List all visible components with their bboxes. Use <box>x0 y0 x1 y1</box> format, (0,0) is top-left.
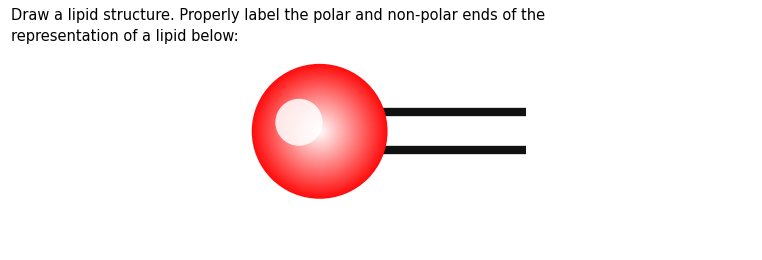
Ellipse shape <box>271 83 368 180</box>
Ellipse shape <box>253 65 386 198</box>
Ellipse shape <box>293 106 346 157</box>
Ellipse shape <box>288 100 351 163</box>
Ellipse shape <box>287 99 353 164</box>
Ellipse shape <box>258 70 381 192</box>
Ellipse shape <box>314 126 325 137</box>
Ellipse shape <box>316 128 323 135</box>
Ellipse shape <box>290 102 349 160</box>
Ellipse shape <box>283 95 356 167</box>
Text: Draw a lipid structure. Properly label the polar and non-polar ends of the
repre: Draw a lipid structure. Properly label t… <box>11 8 546 44</box>
Ellipse shape <box>286 98 354 165</box>
Ellipse shape <box>260 72 379 191</box>
Ellipse shape <box>295 107 344 156</box>
Ellipse shape <box>267 80 372 183</box>
Ellipse shape <box>265 77 374 185</box>
Ellipse shape <box>261 73 379 190</box>
Ellipse shape <box>276 87 363 175</box>
Ellipse shape <box>278 90 361 173</box>
Ellipse shape <box>289 101 351 162</box>
Ellipse shape <box>264 76 375 186</box>
Ellipse shape <box>280 92 359 171</box>
Ellipse shape <box>311 122 328 140</box>
Ellipse shape <box>312 124 328 139</box>
Ellipse shape <box>251 64 388 199</box>
Ellipse shape <box>298 110 341 153</box>
Ellipse shape <box>258 69 382 193</box>
Ellipse shape <box>303 114 337 148</box>
Ellipse shape <box>306 118 333 145</box>
Ellipse shape <box>302 113 338 149</box>
Ellipse shape <box>255 67 384 196</box>
Ellipse shape <box>293 104 347 158</box>
Ellipse shape <box>281 93 358 170</box>
Ellipse shape <box>279 91 360 172</box>
Ellipse shape <box>274 85 366 177</box>
Ellipse shape <box>277 89 363 174</box>
Ellipse shape <box>272 84 367 179</box>
Ellipse shape <box>304 115 335 147</box>
Ellipse shape <box>263 75 376 187</box>
Ellipse shape <box>274 86 365 176</box>
Ellipse shape <box>315 127 324 136</box>
Ellipse shape <box>299 111 340 152</box>
Ellipse shape <box>309 120 331 142</box>
Ellipse shape <box>313 125 326 138</box>
Ellipse shape <box>282 94 357 168</box>
Ellipse shape <box>307 119 332 144</box>
Ellipse shape <box>296 108 344 155</box>
Ellipse shape <box>270 82 370 181</box>
Ellipse shape <box>305 117 335 146</box>
Ellipse shape <box>267 79 373 184</box>
Ellipse shape <box>300 112 339 151</box>
Ellipse shape <box>291 103 348 159</box>
Ellipse shape <box>309 121 330 141</box>
Ellipse shape <box>318 129 322 134</box>
Ellipse shape <box>284 96 355 166</box>
Ellipse shape <box>256 68 383 194</box>
Ellipse shape <box>275 99 322 146</box>
Ellipse shape <box>269 81 370 182</box>
Ellipse shape <box>297 109 342 154</box>
Ellipse shape <box>254 66 386 197</box>
Ellipse shape <box>319 130 321 132</box>
Ellipse shape <box>262 74 377 189</box>
